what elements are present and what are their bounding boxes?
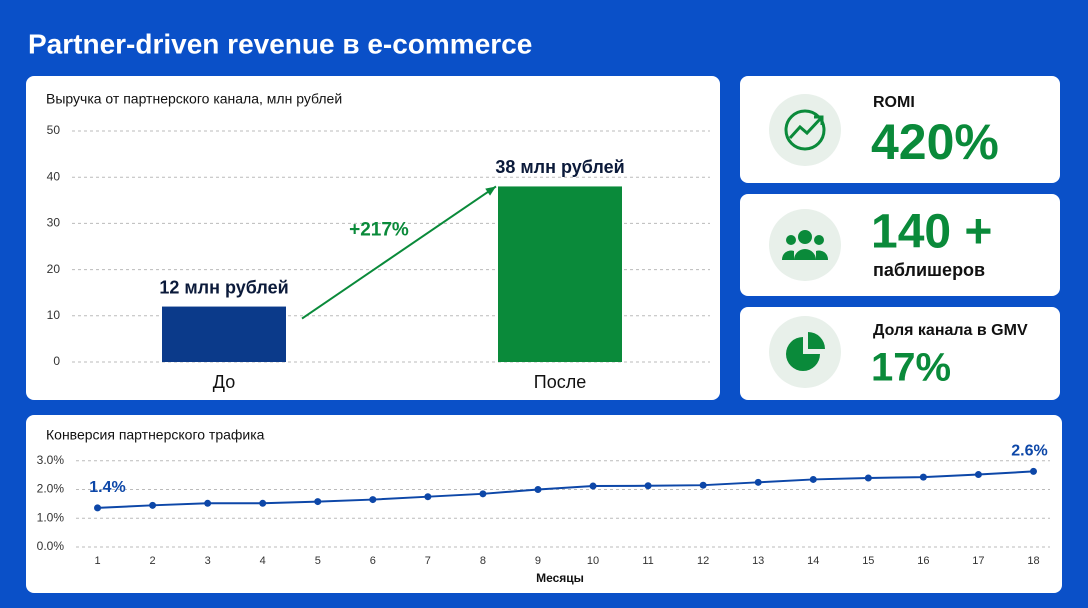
chart-title: Выручка от партнерского канала, млн рубл… [46, 91, 342, 107]
kpi-value: 140 + [871, 206, 992, 259]
y-tick-label: 40 [47, 169, 61, 183]
chart-title: Конверсия партнерского трафика [46, 427, 265, 443]
line [97, 470, 1034, 509]
pie-icon [769, 316, 841, 388]
point [919, 473, 927, 481]
x-tick-label: 12 [697, 555, 709, 567]
people-icon [769, 209, 841, 281]
trend-arrow [301, 185, 497, 320]
arrow-head [485, 186, 496, 196]
kpi-label: паблишеров [873, 260, 985, 280]
y-tick-label: 0 [53, 354, 60, 368]
point [809, 475, 817, 483]
kpi-value: 420% [871, 114, 999, 170]
line-card [26, 415, 1062, 593]
point [589, 482, 597, 490]
x-tick-label: 2 [150, 555, 156, 567]
value-label: 2.6% [1011, 443, 1047, 460]
x-axis-label: Месяцы [536, 571, 584, 585]
point [754, 478, 762, 486]
point [424, 493, 432, 501]
x-tick-label: 13 [752, 555, 764, 567]
y-tick-label: 30 [47, 216, 61, 230]
x-tick-label: 7 [425, 555, 431, 567]
growth-icon [769, 94, 841, 166]
kpi-label: ROMI [873, 94, 915, 111]
x-tick-label: 3 [205, 555, 211, 567]
point [259, 499, 267, 507]
x-tick-label: После [534, 372, 586, 392]
point [699, 481, 707, 489]
point [204, 499, 212, 507]
y-tick-label: 1.0% [37, 510, 65, 524]
x-tick-label: 9 [535, 555, 541, 567]
y-tick-label: 0.0% [37, 539, 65, 553]
point [644, 482, 652, 490]
x-tick-label: 1 [94, 555, 100, 567]
x-tick-label: 10 [587, 555, 599, 567]
x-tick-label: 11 [642, 555, 653, 567]
x-tick-label: 17 [972, 555, 984, 567]
point [1029, 467, 1037, 475]
point [479, 490, 487, 498]
page-title: Partner-driven revenue в e-commerce [28, 28, 532, 59]
y-tick-label: 2.0% [37, 482, 65, 496]
y-tick-label: 3.0% [37, 453, 65, 467]
y-tick-label: 20 [47, 262, 61, 276]
x-tick-label: 6 [370, 555, 376, 567]
kpi-value: 17% [871, 346, 951, 390]
y-tick-label: 10 [47, 308, 61, 322]
bar [498, 186, 622, 362]
x-tick-label: До [213, 372, 235, 392]
point [369, 496, 377, 504]
x-tick-label: 14 [807, 555, 819, 567]
point [94, 504, 102, 512]
value-label: 12 млн рублей [159, 277, 288, 297]
y-tick-label: 50 [47, 123, 61, 137]
point [974, 471, 982, 479]
point [314, 498, 322, 506]
point [534, 486, 542, 493]
x-tick-label: 4 [260, 555, 266, 567]
point [149, 501, 157, 509]
point [864, 474, 872, 482]
x-tick-label: 15 [862, 555, 874, 567]
x-tick-label: 5 [315, 555, 321, 567]
x-tick-label: 8 [480, 555, 486, 567]
x-tick-label: 16 [917, 555, 929, 567]
kpi-label: Доля канала в GMV [873, 322, 1028, 339]
bar [162, 306, 286, 362]
value-label: 1.4% [89, 479, 125, 496]
x-tick-label: 18 [1027, 555, 1039, 567]
value-label: 38 млн рублей [495, 157, 624, 177]
annotation: +217% [349, 220, 409, 241]
